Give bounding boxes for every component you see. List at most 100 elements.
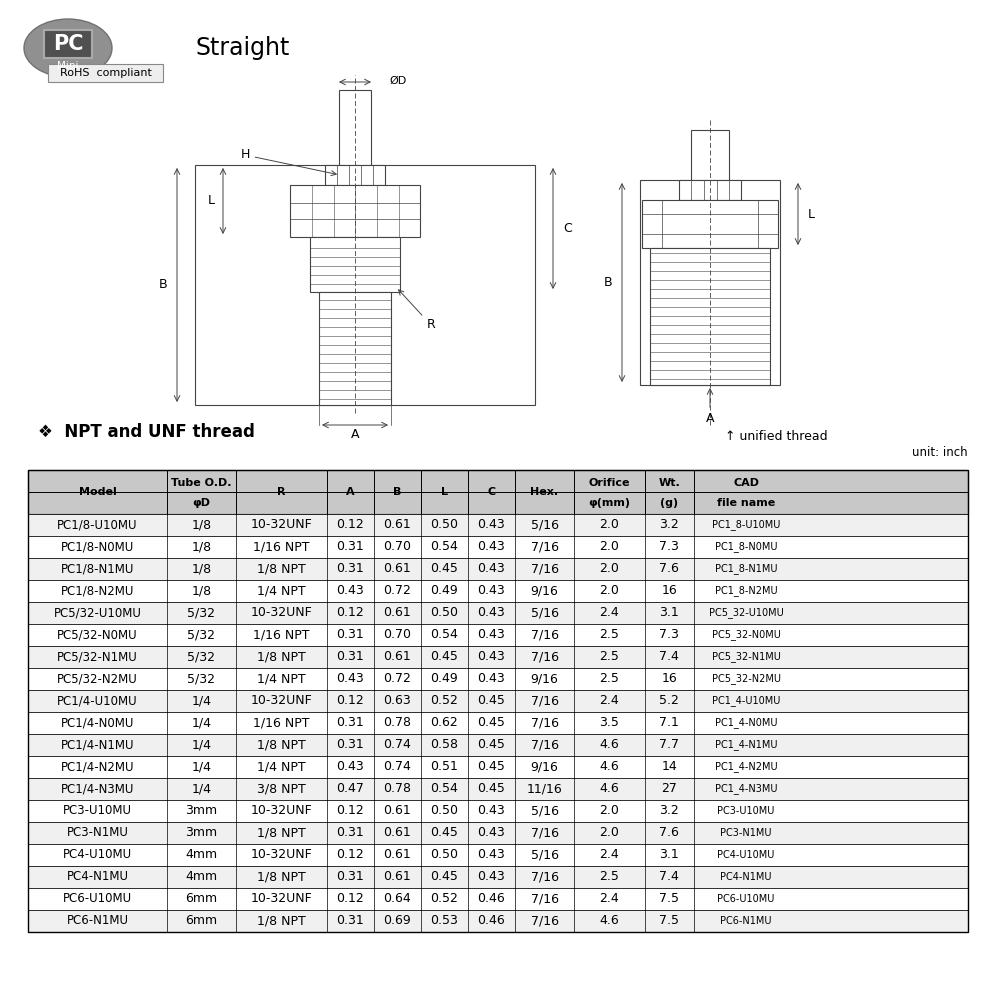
Text: φ(mm): φ(mm) (589, 498, 630, 508)
Text: 1/4: 1/4 (192, 716, 211, 730)
Text: 9/16: 9/16 (531, 760, 558, 774)
Text: 10-32UNF: 10-32UNF (250, 848, 312, 861)
Bar (28, 866, 968, 888)
Text: C: C (563, 222, 572, 235)
Text: PC1/8-U10MU: PC1/8-U10MU (57, 518, 137, 532)
Text: 7.3: 7.3 (659, 540, 679, 554)
Text: PC1/4-N1MU: PC1/4-N1MU (61, 738, 134, 752)
Text: 0.63: 0.63 (383, 694, 411, 708)
Text: PC1_8-U10MU: PC1_8-U10MU (712, 520, 781, 530)
Text: 9/16: 9/16 (531, 672, 558, 686)
Text: 9/16: 9/16 (531, 584, 558, 597)
Text: PC5_32-N1MU: PC5_32-N1MU (711, 652, 781, 662)
Text: 1/8 NPT: 1/8 NPT (257, 870, 305, 884)
Text: 3.5: 3.5 (600, 716, 619, 730)
Text: 0.50: 0.50 (431, 848, 458, 861)
Bar (28, 558, 968, 580)
Text: 2.4: 2.4 (600, 892, 619, 906)
Text: L: L (441, 487, 448, 497)
Text: 0.46: 0.46 (477, 914, 505, 928)
Text: PC6-N1MU: PC6-N1MU (720, 916, 772, 926)
Text: 0.12: 0.12 (337, 518, 365, 532)
Text: 2.0: 2.0 (600, 562, 619, 576)
Bar (325, 165, 385, 185)
Text: 7/16: 7/16 (531, 540, 558, 554)
Text: 4mm: 4mm (186, 848, 217, 861)
Text: 0.61: 0.61 (383, 518, 411, 532)
Text: Wt.: Wt. (658, 478, 680, 488)
Text: 5.2: 5.2 (659, 694, 679, 708)
Text: 7/16: 7/16 (531, 716, 558, 730)
Text: 5/32: 5/32 (188, 672, 215, 686)
Text: PC6-U10MU: PC6-U10MU (63, 892, 132, 906)
Text: 3/8 NPT: 3/8 NPT (257, 782, 305, 796)
Text: 0.43: 0.43 (477, 629, 505, 642)
Text: 7/16: 7/16 (531, 870, 558, 884)
Text: 0.54: 0.54 (431, 540, 458, 554)
Text: PC5/32-N2MU: PC5/32-N2MU (57, 672, 138, 686)
Text: 1/8: 1/8 (192, 584, 211, 597)
Text: B: B (393, 487, 401, 497)
Bar (28, 844, 968, 866)
Text: 0.43: 0.43 (477, 650, 505, 664)
Text: 7.1: 7.1 (659, 716, 679, 730)
Text: 3mm: 3mm (186, 826, 217, 840)
Text: 0.45: 0.45 (477, 760, 505, 774)
Text: PC1_8-N2MU: PC1_8-N2MU (715, 586, 778, 596)
Text: 1/4: 1/4 (192, 738, 211, 752)
Bar (28, 470, 968, 932)
Bar (44, 30, 92, 58)
Text: 0.12: 0.12 (337, 804, 365, 818)
Text: 27: 27 (661, 782, 677, 796)
Text: 0.61: 0.61 (383, 826, 411, 840)
Text: CAD: CAD (733, 478, 759, 488)
Text: 2.0: 2.0 (600, 826, 619, 840)
Text: PC4-N1MU: PC4-N1MU (720, 872, 772, 882)
Text: 0.49: 0.49 (431, 584, 458, 597)
Text: 0.70: 0.70 (383, 629, 411, 642)
Bar (28, 668, 968, 690)
Text: PC: PC (52, 34, 83, 54)
Bar (28, 734, 968, 756)
Bar (28, 580, 968, 602)
Text: H: H (240, 148, 336, 176)
Text: R: R (398, 290, 436, 332)
Text: PC5_32-U10MU: PC5_32-U10MU (708, 608, 783, 618)
Text: unit: inch: unit: inch (912, 446, 968, 458)
Bar (28, 624, 968, 646)
Text: Mini: Mini (57, 61, 79, 71)
Text: 0.43: 0.43 (477, 848, 505, 861)
Text: 7.5: 7.5 (659, 914, 679, 928)
Bar (310, 237, 400, 292)
Text: A: A (346, 487, 355, 497)
Text: 2.4: 2.4 (600, 606, 619, 619)
Text: 1/8 NPT: 1/8 NPT (257, 562, 305, 576)
Text: 0.51: 0.51 (431, 760, 458, 774)
Bar (28, 888, 968, 910)
Text: 10-32UNF: 10-32UNF (250, 518, 312, 532)
Text: PC1/4-N2MU: PC1/4-N2MU (61, 760, 134, 774)
Text: 0.69: 0.69 (383, 914, 411, 928)
Bar (195, 165, 535, 405)
Text: PC6-U10MU: PC6-U10MU (717, 894, 775, 904)
Text: 0.45: 0.45 (477, 738, 505, 752)
Text: 11/16: 11/16 (527, 782, 562, 796)
Text: 1/8 NPT: 1/8 NPT (257, 738, 305, 752)
Bar (28, 602, 968, 624)
Text: 0.31: 0.31 (337, 870, 365, 884)
Text: ØD: ØD (389, 76, 406, 86)
Text: L: L (808, 208, 815, 221)
Text: PC1_4-N2MU: PC1_4-N2MU (715, 762, 778, 772)
Text: A: A (705, 412, 714, 424)
Text: PC1/4-N0MU: PC1/4-N0MU (61, 716, 134, 730)
Text: 2.5: 2.5 (600, 672, 619, 686)
Text: 7/16: 7/16 (531, 694, 558, 708)
Text: 0.50: 0.50 (431, 804, 458, 818)
Text: 5/16: 5/16 (531, 606, 558, 619)
Text: 0.43: 0.43 (477, 826, 505, 840)
Text: PC5/32-N0MU: PC5/32-N0MU (57, 629, 138, 642)
Text: 1/4: 1/4 (192, 782, 211, 796)
Text: 0.43: 0.43 (477, 540, 505, 554)
Bar (642, 200, 778, 248)
Text: PC1/4-U10MU: PC1/4-U10MU (57, 694, 138, 708)
